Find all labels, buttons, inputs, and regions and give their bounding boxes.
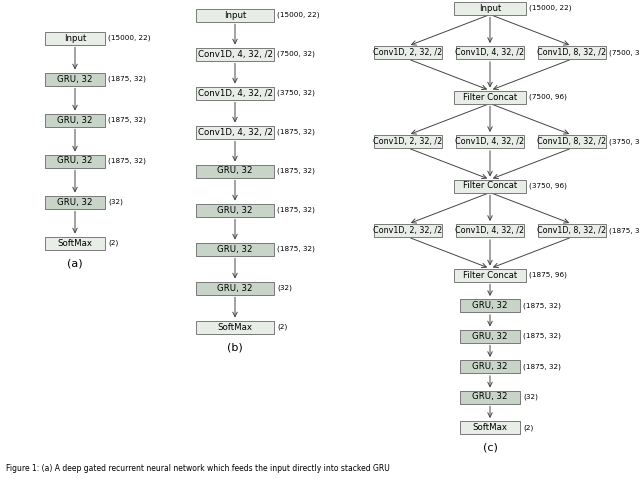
Text: (1875, 32): (1875, 32) [277,207,315,213]
FancyBboxPatch shape [538,46,606,59]
FancyBboxPatch shape [45,32,105,45]
FancyBboxPatch shape [45,114,105,126]
Text: (3750, 32): (3750, 32) [277,90,315,96]
Text: GRU, 32: GRU, 32 [217,284,253,293]
Text: Conv1D, 8, 32, /2: Conv1D, 8, 32, /2 [538,226,607,235]
FancyBboxPatch shape [460,330,520,342]
Text: (1875, 96): (1875, 96) [529,272,567,278]
FancyBboxPatch shape [45,72,105,85]
Text: GRU, 32: GRU, 32 [217,167,253,175]
Text: (1875, 32): (1875, 32) [277,129,315,135]
Text: (1875, 32): (1875, 32) [108,117,146,123]
Text: (1875, 32): (1875, 32) [609,227,640,234]
Text: Conv1D, 4, 32, /2: Conv1D, 4, 32, /2 [198,89,273,98]
Text: (15000, 22): (15000, 22) [108,35,150,41]
Text: Conv1D, 2, 32, /2: Conv1D, 2, 32, /2 [373,48,443,57]
Text: SoftMax: SoftMax [218,322,253,331]
Text: GRU, 32: GRU, 32 [472,331,508,341]
FancyBboxPatch shape [456,46,524,59]
FancyBboxPatch shape [45,195,105,208]
Text: GRU, 32: GRU, 32 [57,157,93,166]
FancyBboxPatch shape [196,242,274,255]
Text: (7500, 32): (7500, 32) [609,49,640,56]
Text: (2): (2) [277,324,287,330]
Text: SoftMax: SoftMax [58,239,93,248]
Text: Conv1D, 8, 32, /2: Conv1D, 8, 32, /2 [538,137,607,146]
Text: GRU, 32: GRU, 32 [57,197,93,206]
Text: Filter Concat: Filter Concat [463,92,517,102]
Text: (1875, 32): (1875, 32) [108,76,146,82]
Text: Conv1D, 4, 32, /2: Conv1D, 4, 32, /2 [198,49,273,58]
Text: Filter Concat: Filter Concat [463,271,517,280]
FancyBboxPatch shape [460,360,520,373]
Text: (1875, 32): (1875, 32) [277,168,315,174]
FancyBboxPatch shape [374,135,442,148]
FancyBboxPatch shape [454,1,526,14]
Text: (32): (32) [523,394,538,400]
FancyBboxPatch shape [456,135,524,148]
FancyBboxPatch shape [460,299,520,312]
Text: Conv1D, 4, 32, /2: Conv1D, 4, 32, /2 [456,137,525,146]
FancyBboxPatch shape [460,390,520,403]
Text: GRU, 32: GRU, 32 [217,205,253,215]
Text: (1875, 32): (1875, 32) [277,246,315,252]
Text: (32): (32) [277,285,292,291]
Text: (1875, 32): (1875, 32) [108,158,146,164]
FancyBboxPatch shape [196,204,274,217]
FancyBboxPatch shape [196,87,274,100]
Text: Conv1D, 8, 32, /2: Conv1D, 8, 32, /2 [538,48,607,57]
Text: Input: Input [64,34,86,43]
Text: (a): (a) [67,259,83,269]
Text: (1875, 32): (1875, 32) [523,333,561,339]
FancyBboxPatch shape [538,135,606,148]
FancyBboxPatch shape [196,164,274,178]
Text: Conv1D, 4, 32, /2: Conv1D, 4, 32, /2 [456,226,525,235]
Text: GRU, 32: GRU, 32 [472,301,508,310]
Text: Conv1D, 4, 32, /2: Conv1D, 4, 32, /2 [456,48,525,57]
FancyBboxPatch shape [374,224,442,237]
Text: Filter Concat: Filter Concat [463,182,517,191]
Text: (32): (32) [108,199,123,205]
Text: (1875, 32): (1875, 32) [523,363,561,370]
Text: Conv1D, 2, 32, /2: Conv1D, 2, 32, /2 [373,137,443,146]
FancyBboxPatch shape [454,91,526,103]
FancyBboxPatch shape [45,237,105,250]
Text: (7500, 96): (7500, 96) [529,94,567,100]
Text: (7500, 32): (7500, 32) [277,51,315,57]
FancyBboxPatch shape [454,269,526,282]
FancyBboxPatch shape [460,421,520,434]
Text: Conv1D, 4, 32, /2: Conv1D, 4, 32, /2 [198,127,273,137]
Text: (b): (b) [227,342,243,353]
FancyBboxPatch shape [196,125,274,138]
FancyBboxPatch shape [196,320,274,333]
Text: (2): (2) [108,240,118,246]
Text: (1875, 32): (1875, 32) [523,302,561,309]
FancyBboxPatch shape [196,282,274,295]
Text: (15000, 22): (15000, 22) [529,5,572,11]
Text: GRU, 32: GRU, 32 [57,75,93,83]
FancyBboxPatch shape [374,46,442,59]
Text: Input: Input [224,11,246,20]
FancyBboxPatch shape [196,47,274,60]
FancyBboxPatch shape [454,180,526,193]
Text: SoftMax: SoftMax [472,423,508,432]
Text: (3750, 32): (3750, 32) [609,138,640,145]
FancyBboxPatch shape [196,9,274,22]
Text: (c): (c) [483,443,497,453]
Text: GRU, 32: GRU, 32 [217,244,253,253]
Text: Conv1D, 2, 32, /2: Conv1D, 2, 32, /2 [373,226,443,235]
Text: (15000, 22): (15000, 22) [277,12,319,18]
Text: GRU, 32: GRU, 32 [57,115,93,125]
Text: Figure 1: (a) A deep gated recurrent neural network which feeds the input direct: Figure 1: (a) A deep gated recurrent neu… [6,464,390,473]
FancyBboxPatch shape [538,224,606,237]
FancyBboxPatch shape [456,224,524,237]
Text: Input: Input [479,3,501,12]
Text: GRU, 32: GRU, 32 [472,392,508,401]
Text: GRU, 32: GRU, 32 [472,362,508,371]
Text: (3750, 96): (3750, 96) [529,183,567,189]
Text: (2): (2) [523,424,533,431]
FancyBboxPatch shape [45,155,105,168]
